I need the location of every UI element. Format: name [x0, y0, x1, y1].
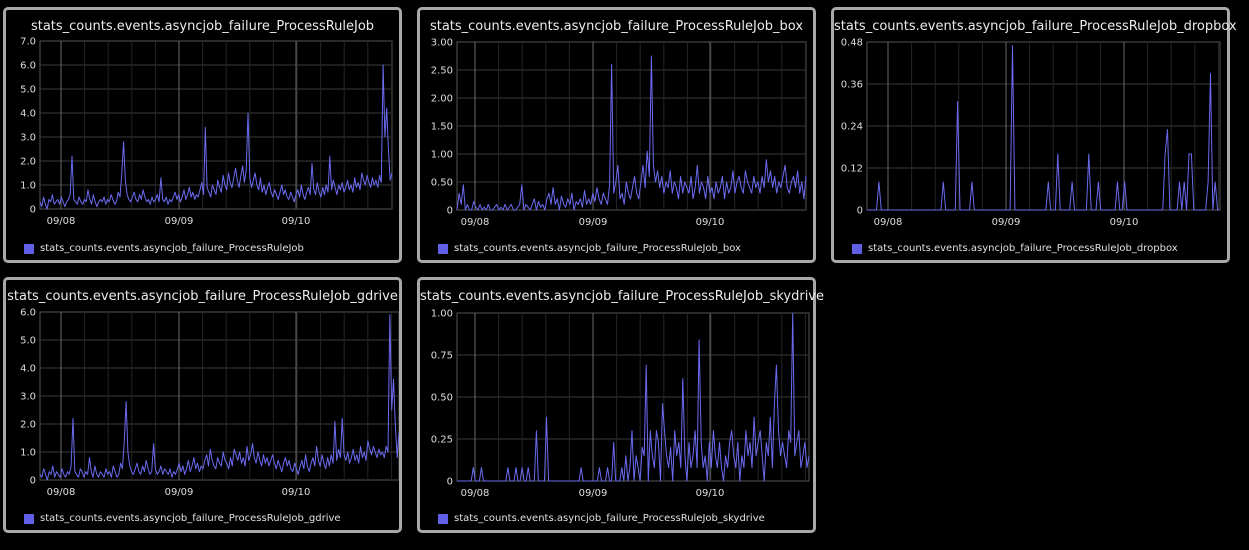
legend-swatch: [852, 244, 862, 254]
x-tick-label: 09/08: [461, 217, 490, 228]
plot-area: [40, 41, 392, 209]
x-tick-label: 09/10: [696, 217, 725, 228]
y-tick-label: 0.24: [841, 122, 863, 133]
y-tick-label: 1.0: [20, 448, 36, 459]
legend-label: stats_counts.events.asyncjob_failure_Pro…: [454, 513, 765, 524]
y-tick-label: 6.0: [20, 61, 36, 72]
y-tick-label: 1.00: [431, 309, 453, 320]
legend-label: stats_counts.events.asyncjob_failure_Pro…: [868, 243, 1178, 254]
line-chart: 0 0.25 0.50 0.75 1.00 09/08 09/09 09/10: [420, 280, 813, 530]
legend-label: stats_counts.events.asyncjob_failure_Pro…: [454, 243, 741, 254]
legend-swatch: [24, 244, 34, 254]
line-chart: 0 1.0 2.0 3.0 4.0 5.0 6.0 09/08 09/09 09/10: [6, 280, 399, 530]
y-tick-label: 0.75: [431, 351, 453, 362]
line-chart: 0 0.50 1.00 1.50 2.00 2.50 3.00 09/08 09/09 09/10: [420, 10, 813, 260]
x-tick-label: 09/09: [579, 488, 608, 499]
y-tick-label: 2.0: [20, 157, 36, 168]
y-tick-label: 0: [30, 205, 36, 216]
line-chart: 0 1.0 2.0 3.0 4.0 5.0 6.0 7.0 09/08 09/09 09/10: [6, 10, 399, 260]
x-tick-label: 09/10: [1110, 217, 1139, 228]
line-chart: 0 0.12 0.24 0.36 0.48 09/08 09/09 09/10: [834, 10, 1227, 260]
y-tick-label: 3.0: [20, 392, 36, 403]
y-tick-label: 1.50: [431, 122, 453, 133]
y-tick-label: 0.12: [841, 164, 863, 175]
x-tick-label: 09/08: [461, 488, 490, 499]
x-tick-label: 09/10: [282, 487, 311, 498]
legend-swatch: [438, 244, 448, 254]
y-tick-label: 0.36: [841, 80, 863, 91]
x-tick-label: 09/09: [992, 217, 1021, 228]
legend-swatch: [438, 514, 448, 524]
y-tick-label: 1.0: [20, 181, 36, 192]
y-tick-label: 2.50: [431, 66, 453, 77]
x-tick-label: 09/08: [47, 216, 76, 227]
x-tick-label: 09/10: [696, 488, 725, 499]
legend-swatch: [24, 514, 34, 524]
y-tick-label: 0: [447, 477, 453, 488]
y-tick-label: 7.0: [20, 37, 36, 48]
legend-label: stats_counts.events.asyncjob_failure_Pro…: [40, 513, 341, 524]
legend: stats_counts.events.asyncjob_failure_Pro…: [852, 243, 1178, 254]
y-tick-label: 4.0: [20, 364, 36, 375]
y-tick-label: 0.25: [431, 435, 453, 446]
y-tick-label: 0: [30, 476, 36, 487]
x-tick-label: 09/09: [165, 487, 194, 498]
x-tick-label: 09/08: [874, 217, 903, 228]
graph-panel-processrulejob-skydrive: stats_counts.events.asyncjob_failure_Pro…: [417, 277, 816, 533]
y-tick-label: 2.0: [20, 420, 36, 431]
x-tick-label: 09/09: [579, 217, 608, 228]
legend: stats_counts.events.asyncjob_failure_Pro…: [438, 243, 741, 254]
legend-label: stats_counts.events.asyncjob_failure_Pro…: [40, 243, 304, 254]
x-tick-label: 09/09: [165, 216, 194, 227]
y-tick-label: 4.0: [20, 109, 36, 120]
y-tick-label: 5.0: [20, 336, 36, 347]
legend: stats_counts.events.asyncjob_failure_Pro…: [24, 243, 304, 254]
y-tick-label: 3.0: [20, 133, 36, 144]
y-tick-label: 6.0: [20, 308, 36, 319]
y-tick-label: 0.50: [431, 178, 453, 189]
y-tick-label: 0: [447, 206, 453, 217]
y-tick-label: 5.0: [20, 85, 36, 96]
graph-panel-processrulejob: stats_counts.events.asyncjob_failure_Pro…: [3, 7, 402, 263]
legend: stats_counts.events.asyncjob_failure_Pro…: [24, 513, 341, 524]
x-tick-label: 09/08: [47, 487, 76, 498]
y-tick-label: 1.00: [431, 150, 453, 161]
y-tick-label: 0: [857, 206, 863, 217]
y-tick-label: 2.00: [431, 94, 453, 105]
legend: stats_counts.events.asyncjob_failure_Pro…: [438, 513, 765, 524]
y-tick-label: 0.48: [841, 38, 863, 49]
graph-panel-processrulejob-box: stats_counts.events.asyncjob_failure_Pro…: [417, 7, 816, 263]
graph-panel-processrulejob-dropbox: stats_counts.events.asyncjob_failure_Pro…: [831, 7, 1230, 263]
graph-panel-processrulejob-gdrive: stats_counts.events.asyncjob_failure_Pro…: [3, 277, 402, 533]
x-tick-label: 09/10: [282, 216, 311, 227]
y-tick-label: 3.00: [431, 38, 453, 49]
y-tick-label: 0.50: [431, 393, 453, 404]
